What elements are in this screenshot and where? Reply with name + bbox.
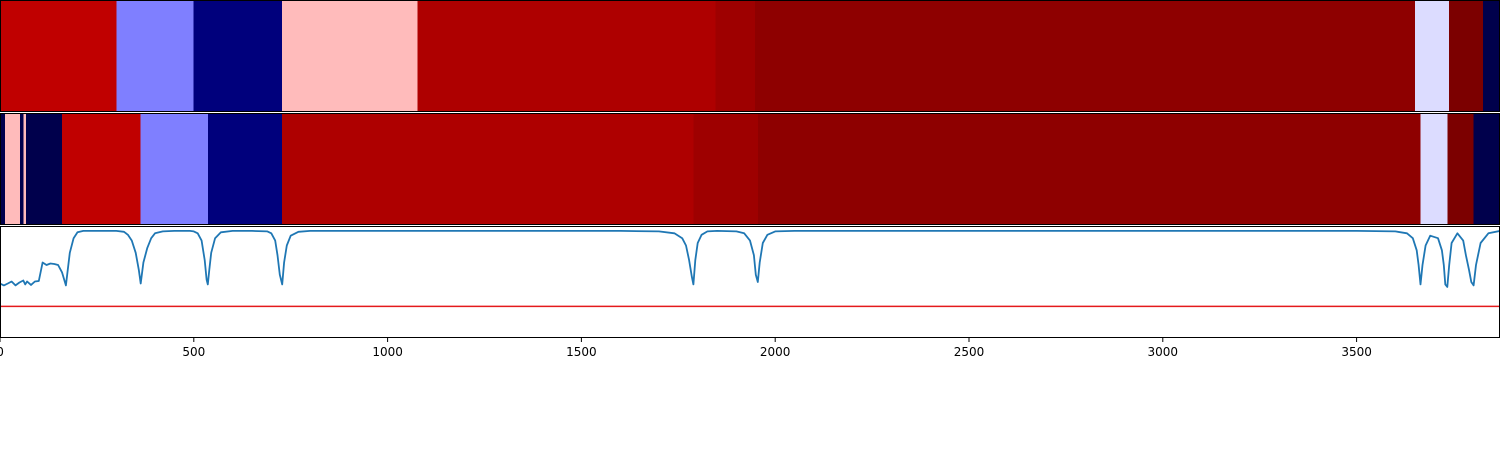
x-tick-label-1000: 1000 bbox=[372, 345, 403, 359]
heatmap-segment-1-0 bbox=[0, 113, 6, 225]
heatmap-segment-1-3 bbox=[23, 113, 26, 225]
heatmap-segment-0-4 bbox=[417, 0, 716, 112]
heatmap-segment-1-7 bbox=[207, 113, 283, 225]
heatmap-segment-0-3 bbox=[281, 0, 418, 112]
x-tick-label-3500: 3500 bbox=[1341, 345, 1372, 359]
heatmap-segment-1-4 bbox=[25, 113, 63, 225]
line-panel-background bbox=[0, 226, 1500, 338]
heatmap-segment-1-1 bbox=[5, 113, 21, 225]
heatmap-row-top bbox=[0, 0, 1500, 112]
series-line bbox=[0, 229, 1500, 288]
heatmap-segment-0-1 bbox=[116, 0, 194, 112]
x-tick-label-3000: 3000 bbox=[1148, 345, 1179, 359]
heatmap-row-middle bbox=[0, 113, 1500, 225]
heatmap-segment-0-7 bbox=[1415, 0, 1450, 112]
x-tick-label-2000: 2000 bbox=[760, 345, 791, 359]
x-axis: 0 500 1000 1500 2000 2500 3000 3500 bbox=[0, 338, 1372, 359]
heatmap-segment-1-6 bbox=[140, 113, 208, 225]
heatmap-segment-0-8 bbox=[1449, 0, 1483, 112]
heatmap-segment-1-9 bbox=[693, 113, 758, 225]
x-tick-label-500: 500 bbox=[182, 345, 205, 359]
x-tick-label-0: 0 bbox=[0, 345, 4, 359]
heatmap-segment-1-2 bbox=[20, 113, 24, 225]
heatmap-segment-1-11 bbox=[1420, 113, 1448, 225]
heatmap-segment-1-13 bbox=[1473, 113, 1500, 225]
heatmap-segment-1-10 bbox=[757, 113, 1421, 225]
heatmap-segment-1-12 bbox=[1447, 113, 1474, 225]
heatmap-segment-0-5 bbox=[715, 0, 756, 112]
heatmap-segment-1-8 bbox=[282, 113, 694, 225]
heatmap-segment-1-5 bbox=[62, 113, 141, 225]
x-tick-label-2500: 2500 bbox=[954, 345, 985, 359]
heatmap-segment-0-0 bbox=[0, 0, 117, 112]
heatmap-segment-0-9 bbox=[1482, 0, 1500, 112]
line-panel bbox=[0, 226, 1500, 338]
heatmap-segment-0-2 bbox=[193, 0, 282, 112]
x-tick-label-1500: 1500 bbox=[566, 345, 597, 359]
heatmap-segment-0-6 bbox=[755, 0, 1416, 112]
